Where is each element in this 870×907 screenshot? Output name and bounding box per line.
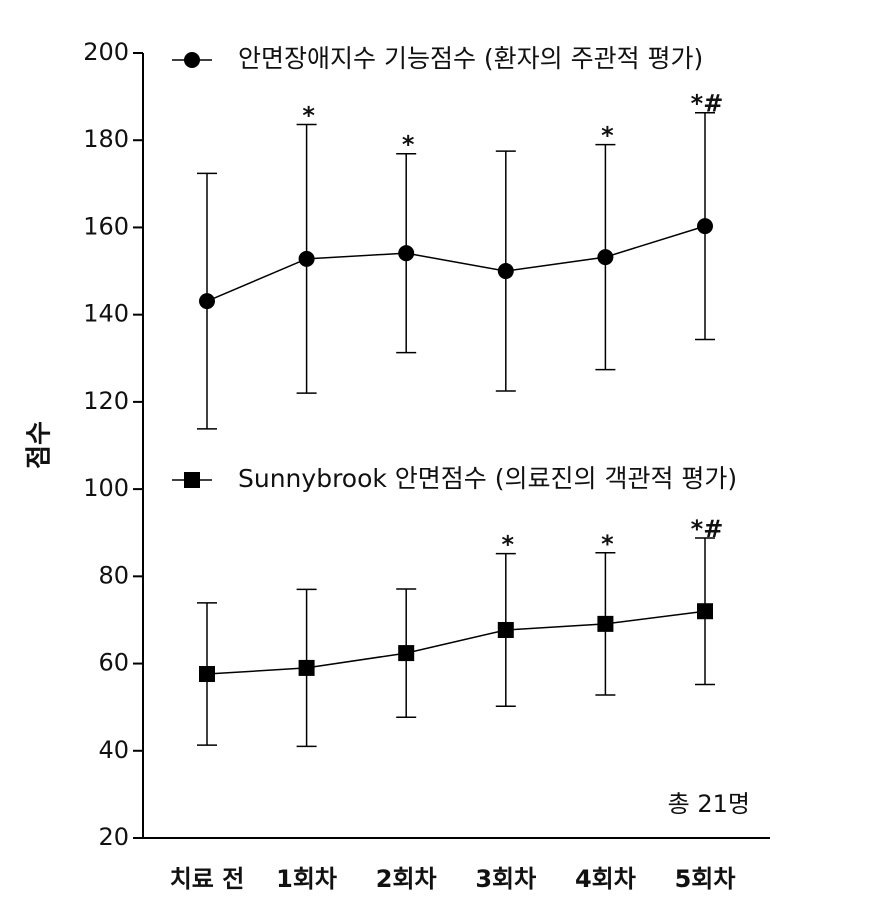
significance-mark: * (601, 122, 614, 150)
y-tick-label: 200 (83, 38, 129, 66)
legend-label: 안면장애지수 기능점수 (환자의 주관적 평가) (238, 44, 703, 73)
y-axis-label: 점수 (25, 421, 55, 469)
significance-mark: * (302, 102, 315, 130)
y-tick-label: 100 (83, 474, 129, 502)
series-line (206, 225, 706, 302)
y-tick-label: 40 (98, 736, 129, 764)
y-tick-label: 20 (98, 823, 129, 851)
point (597, 615, 614, 632)
x-tick-label: 3회차 (475, 865, 536, 893)
significance-mark: * (502, 531, 515, 559)
point (597, 249, 614, 266)
y-tick-label: 120 (83, 387, 129, 415)
point (697, 218, 713, 235)
note: 총 21명 (668, 790, 750, 818)
legend-marker (184, 52, 200, 68)
x-tick-label: 1회차 (276, 865, 337, 893)
point (497, 263, 514, 280)
significance-mark: * (402, 131, 415, 159)
x-tick-label: 치료 전 (170, 865, 245, 893)
series-line (206, 610, 706, 675)
legend-marker (184, 472, 200, 488)
x-tick-label: 5회차 (675, 865, 736, 893)
point (298, 659, 315, 676)
point (298, 250, 315, 267)
y-tick-label: 160 (83, 212, 129, 240)
point (497, 621, 514, 638)
significance-mark: *# (691, 515, 724, 543)
point (199, 666, 215, 683)
y-tick-label: 180 (83, 125, 129, 153)
y-tick-label: 140 (83, 300, 129, 328)
significance-mark: *# (691, 90, 724, 118)
y-tick-label: 60 (98, 649, 129, 677)
point (398, 245, 415, 262)
point (697, 603, 713, 620)
x-tick-label: 4회차 (575, 865, 636, 893)
y-tick-label: 80 (98, 561, 129, 589)
point (398, 645, 415, 662)
x-tick-label: 2회차 (376, 865, 437, 893)
point (199, 293, 215, 310)
significance-mark: * (601, 530, 614, 558)
legend-label: Sunnybrook 안면점수 (의료진의 객관적 평가) (238, 464, 737, 493)
